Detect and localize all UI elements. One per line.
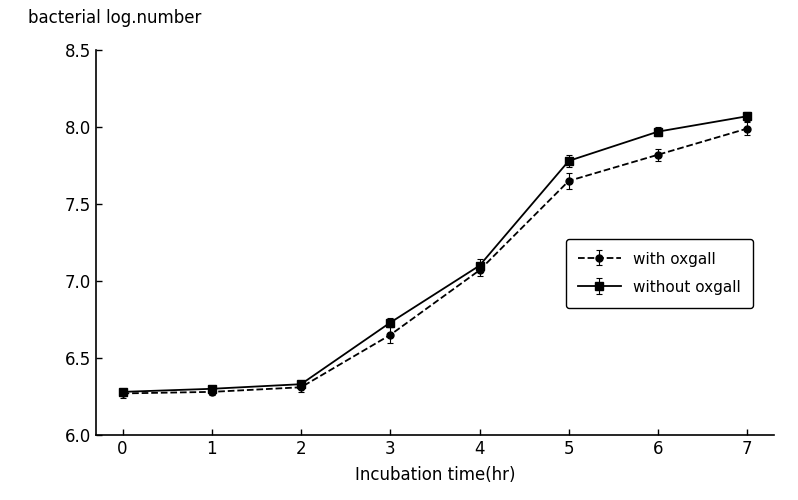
X-axis label: Incubation time(hr): Incubation time(hr) — [354, 466, 516, 484]
Legend: with oxgall, without oxgall: with oxgall, without oxgall — [566, 239, 753, 308]
Text: bacterial log.number: bacterial log.number — [28, 9, 201, 27]
